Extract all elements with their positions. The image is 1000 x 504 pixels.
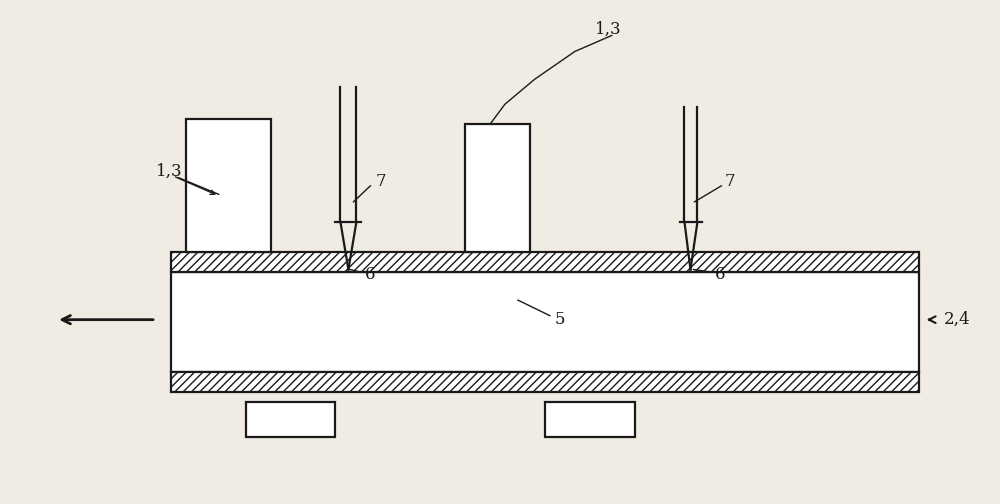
Text: 7: 7: [724, 173, 735, 191]
Text: 1,3: 1,3: [595, 21, 621, 37]
Text: 7: 7: [375, 173, 386, 191]
Text: 6: 6: [365, 266, 376, 283]
Bar: [171, 372, 919, 392]
Text: 5: 5: [555, 311, 565, 328]
Bar: [186, 119, 271, 252]
Bar: [171, 252, 919, 272]
Text: 6: 6: [714, 266, 725, 283]
Bar: [465, 124, 530, 252]
Text: 2,4: 2,4: [944, 311, 970, 328]
Bar: [545, 402, 635, 437]
Bar: [246, 402, 335, 437]
Text: 1,3: 1,3: [156, 163, 183, 180]
Bar: [171, 272, 919, 372]
